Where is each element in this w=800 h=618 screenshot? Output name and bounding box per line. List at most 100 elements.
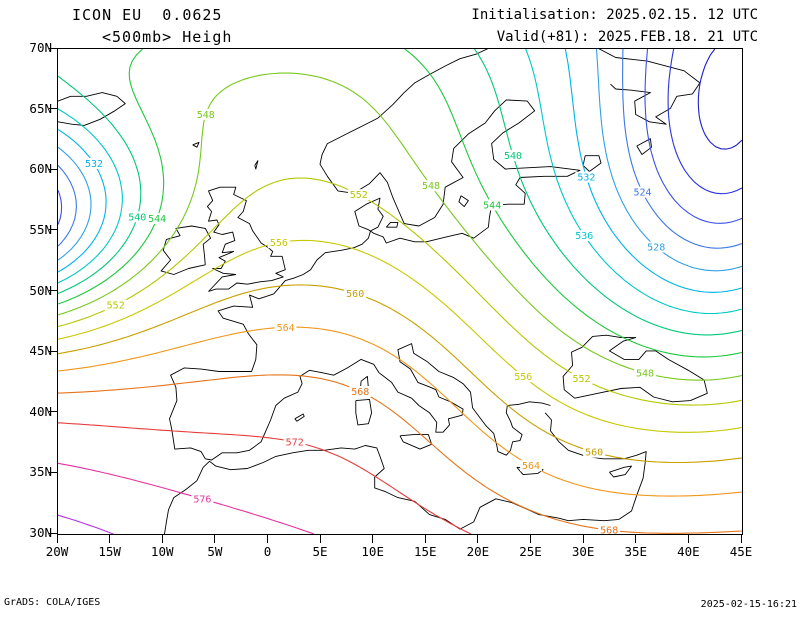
contour-label-mask (83, 158, 105, 169)
contour-label: 528 (647, 243, 665, 254)
contour-label-mask (512, 371, 535, 383)
plot-timestamp: 2025-02-15-16:21 (700, 599, 797, 610)
lon-tick-label: 25E (519, 544, 542, 559)
contour-label-mask (104, 299, 127, 311)
contour-label: 568 (600, 526, 618, 534)
coastline (609, 465, 632, 478)
lon-tick-label: 10W (150, 544, 174, 559)
lon-tick (582, 535, 584, 543)
contour-576 (58, 462, 315, 534)
contour-528 (58, 146, 92, 261)
contour-label: 560 (346, 289, 364, 300)
contour-label-mask (344, 287, 367, 299)
contour-532 (564, 49, 742, 293)
contour-label: 544 (483, 201, 501, 212)
lon-tick-label: 40E (677, 544, 700, 559)
contour-528 (595, 49, 742, 272)
lon-tick (687, 535, 689, 543)
contour-label-mask (573, 230, 596, 242)
lon-tick-label: 15W (98, 544, 121, 559)
lat-tick (49, 532, 57, 534)
contour-label: 556 (270, 238, 288, 249)
coastline (399, 434, 433, 450)
lon-tick-label: 20W (45, 544, 69, 559)
lat-tick (49, 229, 57, 231)
lat-tick-label: 30N (29, 525, 52, 540)
contour-label-mask (645, 241, 668, 253)
lon-tick-label: 0 (263, 544, 272, 559)
lon-tick-label: 15E (414, 544, 437, 559)
contour-label-mask (598, 524, 621, 534)
field-title: <500mb> Heigh (102, 28, 233, 46)
lat-tick-label: 50N (29, 282, 52, 298)
contour-564 (58, 326, 742, 497)
contour-label: 564 (277, 323, 295, 334)
init-time-label: Initialisation: 2025.02.15. 12 UTC (471, 7, 758, 23)
coastline (458, 195, 469, 208)
lon-tick-label: 5E (312, 544, 328, 559)
lon-tick (266, 535, 268, 543)
model-title: ICON EU 0.0625 (72, 6, 223, 24)
contour-label: 548 (422, 181, 440, 192)
contour-524 (58, 165, 77, 247)
lon-tick (372, 535, 374, 543)
coastline (160, 225, 212, 275)
grads-credit: GrADS: COLA/IGES (4, 597, 101, 608)
contour-label: 524 (633, 188, 651, 199)
lat-tick-label: 35N (29, 464, 52, 480)
lon-tick (319, 535, 321, 543)
contour-label: 536 (575, 231, 593, 242)
contour-544 (404, 49, 742, 358)
contour-label: 556 (514, 372, 532, 383)
contour-536 (58, 108, 123, 284)
coastline (192, 141, 200, 148)
lat-tick-label: 70N (29, 40, 52, 55)
contour-label-mask (146, 212, 168, 224)
contour-512 (697, 49, 742, 150)
contour-544 (58, 49, 165, 305)
lat-tick (49, 108, 57, 110)
contour-580 (58, 514, 114, 534)
coastline (164, 412, 647, 534)
contour-560 (58, 284, 742, 464)
contour-layer (58, 49, 742, 534)
lon-tick-label: 5W (207, 544, 223, 559)
contour-label-mask (126, 211, 149, 223)
contour-label: 540 (504, 151, 522, 162)
contour-536 (525, 49, 742, 315)
contour-label-mask (194, 108, 217, 120)
contour-label-mask (191, 493, 214, 505)
lon-tick (109, 535, 111, 543)
contour-label: 572 (286, 438, 304, 449)
lat-tick-label: 65N (29, 100, 52, 116)
contour-label-mask (481, 199, 504, 211)
lat-tick (49, 290, 57, 291)
lat-tick (49, 411, 57, 413)
lon-tick-label: 45E (729, 544, 753, 559)
contour-556 (58, 239, 742, 433)
contour-label: 532 (577, 173, 595, 184)
contour-label: 576 (193, 494, 211, 505)
lat-tick (49, 471, 57, 473)
contour-516 (667, 49, 742, 195)
coastline (206, 186, 286, 292)
lon-tick (740, 535, 742, 543)
lat-tick (49, 168, 57, 170)
lon-tick (530, 535, 532, 543)
contour-label-mask (420, 180, 442, 192)
coastline (355, 398, 373, 426)
coastline (254, 160, 259, 170)
contour-label-mask (583, 446, 606, 458)
coastline (636, 138, 652, 155)
lon-tick (477, 535, 479, 543)
contour-label: 544 (148, 214, 166, 225)
coastline (562, 334, 708, 403)
lon-tick (214, 535, 216, 543)
lon-tick-label: 35E (624, 544, 648, 559)
contour-label-mask (570, 373, 593, 385)
contour-label-mask (502, 150, 524, 162)
contour-552 (58, 177, 742, 406)
